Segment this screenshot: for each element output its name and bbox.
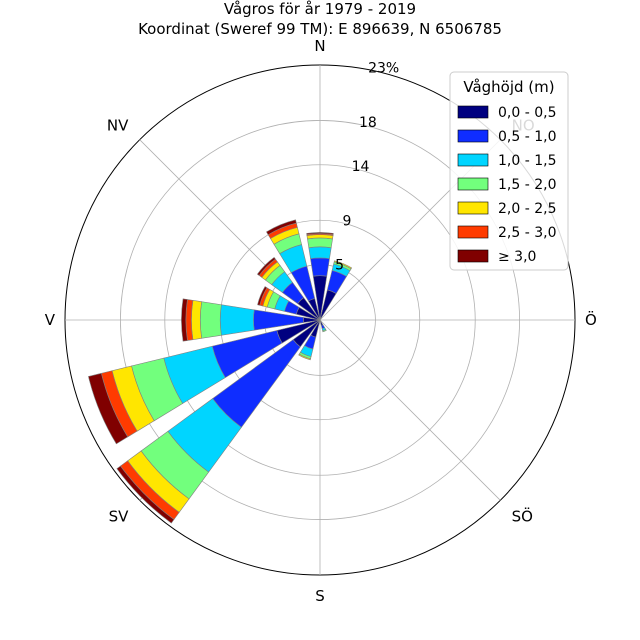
- wedge-segment-dir0-bin2: [308, 246, 332, 259]
- wedge-segment-dir3-bin4: [298, 353, 311, 361]
- legend-title: Våghöjd (m): [463, 78, 554, 96]
- wedge-segment-dir8-bin6: [256, 256, 276, 276]
- legend-swatch: [457, 225, 489, 239]
- direction-label-sö: SÖ: [512, 507, 533, 526]
- wedge-segment-dir4-bin6: [116, 465, 175, 524]
- wedge-segment-dir6-bin3: [200, 301, 222, 339]
- direction-label-s: S: [315, 587, 325, 605]
- chart-title-line-2: Koordinat (Sweref 99 TM): E 896639, N 65…: [138, 20, 502, 38]
- radial-tick-label: 5: [335, 257, 344, 273]
- chart-title-line-1: Vågros för år 1979 - 2019: [224, 0, 416, 18]
- direction-label-ö: Ö: [585, 310, 597, 329]
- legend-swatch: [457, 249, 489, 263]
- direction-label-sv: SV: [109, 508, 130, 526]
- direction-label-v: V: [45, 311, 56, 329]
- wedge-segment-dir0-bin6: [306, 232, 334, 235]
- legend-label: 0,5 - 1,0: [498, 129, 556, 145]
- wedge-segment-dir5-bin6: [88, 372, 129, 445]
- legend-swatch: [457, 129, 489, 143]
- wedge-segment-dir6-bin4: [191, 299, 203, 341]
- legend-label: 2,5 - 3,0: [498, 225, 556, 241]
- legend-label: 2,0 - 2,5: [498, 201, 556, 217]
- wedge-segment-dir1-bin4: [333, 260, 353, 270]
- legend-label: ≥ 3,0: [498, 249, 536, 265]
- wedge-segment-dir0-bin3: [307, 237, 333, 249]
- wedge-segment-dir7-bin6: [257, 286, 268, 306]
- wedge-segment-dir0-bin1: [310, 257, 330, 277]
- radial-tick-label: 9: [342, 214, 351, 230]
- direction-label-n: N: [314, 37, 325, 55]
- legend-label: 0,0 - 0,5: [498, 105, 556, 121]
- legend-swatch: [457, 105, 489, 119]
- grid-spoke: [319, 319, 501, 501]
- legend-label: 1,0 - 1,5: [498, 153, 556, 169]
- direction-label-nv: NV: [107, 116, 129, 134]
- wedge-segment-dir2-bin3: [322, 329, 327, 333]
- wedge-segment-dir6-bin6: [181, 298, 188, 342]
- legend-swatch: [457, 177, 489, 191]
- legend-swatch: [457, 201, 489, 215]
- legend-box: [449, 71, 569, 271]
- wedge-segment-dir6-bin2: [219, 304, 255, 336]
- radial-tick-label: 18: [359, 115, 377, 131]
- legend-swatch: [457, 153, 489, 167]
- legend-label: 1,5 - 2,0: [498, 177, 556, 193]
- radial-tick-label: 14: [352, 159, 370, 175]
- radial-tick-label: 23%: [368, 61, 399, 77]
- wedge-segment-dir9-bin6: [266, 219, 297, 236]
